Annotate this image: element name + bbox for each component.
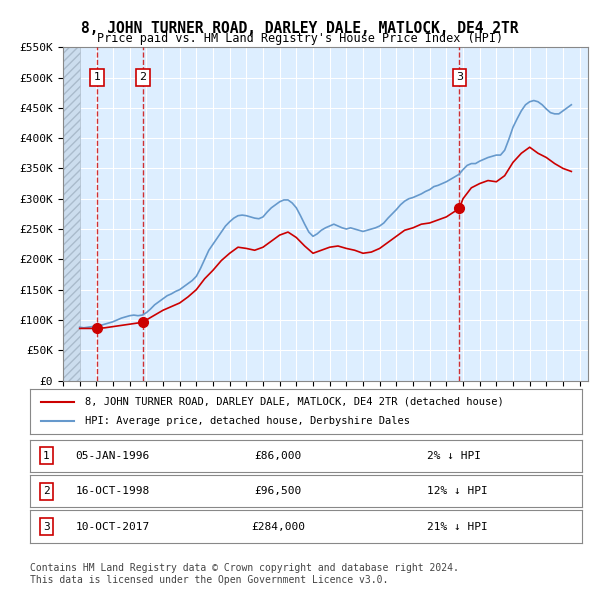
Text: £284,000: £284,000 [251,522,305,532]
Text: 10-OCT-2017: 10-OCT-2017 [76,522,150,532]
Text: 05-JAN-1996: 05-JAN-1996 [76,451,150,461]
Text: 2% ↓ HPI: 2% ↓ HPI [427,451,481,461]
Text: 1: 1 [43,451,50,461]
Text: 16-OCT-1998: 16-OCT-1998 [76,486,150,496]
Text: HPI: Average price, detached house, Derbyshire Dales: HPI: Average price, detached house, Derb… [85,417,410,426]
Text: 3: 3 [456,72,463,82]
Text: 1: 1 [94,72,100,82]
Text: 12% ↓ HPI: 12% ↓ HPI [427,486,488,496]
Text: £86,000: £86,000 [255,451,302,461]
Text: 2: 2 [43,486,50,496]
Text: 2: 2 [139,72,146,82]
Text: Price paid vs. HM Land Registry's House Price Index (HPI): Price paid vs. HM Land Registry's House … [97,32,503,45]
Text: 8, JOHN TURNER ROAD, DARLEY DALE, MATLOCK, DE4 2TR: 8, JOHN TURNER ROAD, DARLEY DALE, MATLOC… [81,21,519,35]
Bar [63,47,80,381]
Text: 8, JOHN TURNER ROAD, DARLEY DALE, MATLOCK, DE4 2TR (detached house): 8, JOHN TURNER ROAD, DARLEY DALE, MATLOC… [85,397,504,407]
Text: 3: 3 [43,522,50,532]
Text: £96,500: £96,500 [255,486,302,496]
Text: Contains HM Land Registry data © Crown copyright and database right 2024.
This d: Contains HM Land Registry data © Crown c… [30,563,459,585]
Text: 21% ↓ HPI: 21% ↓ HPI [427,522,488,532]
